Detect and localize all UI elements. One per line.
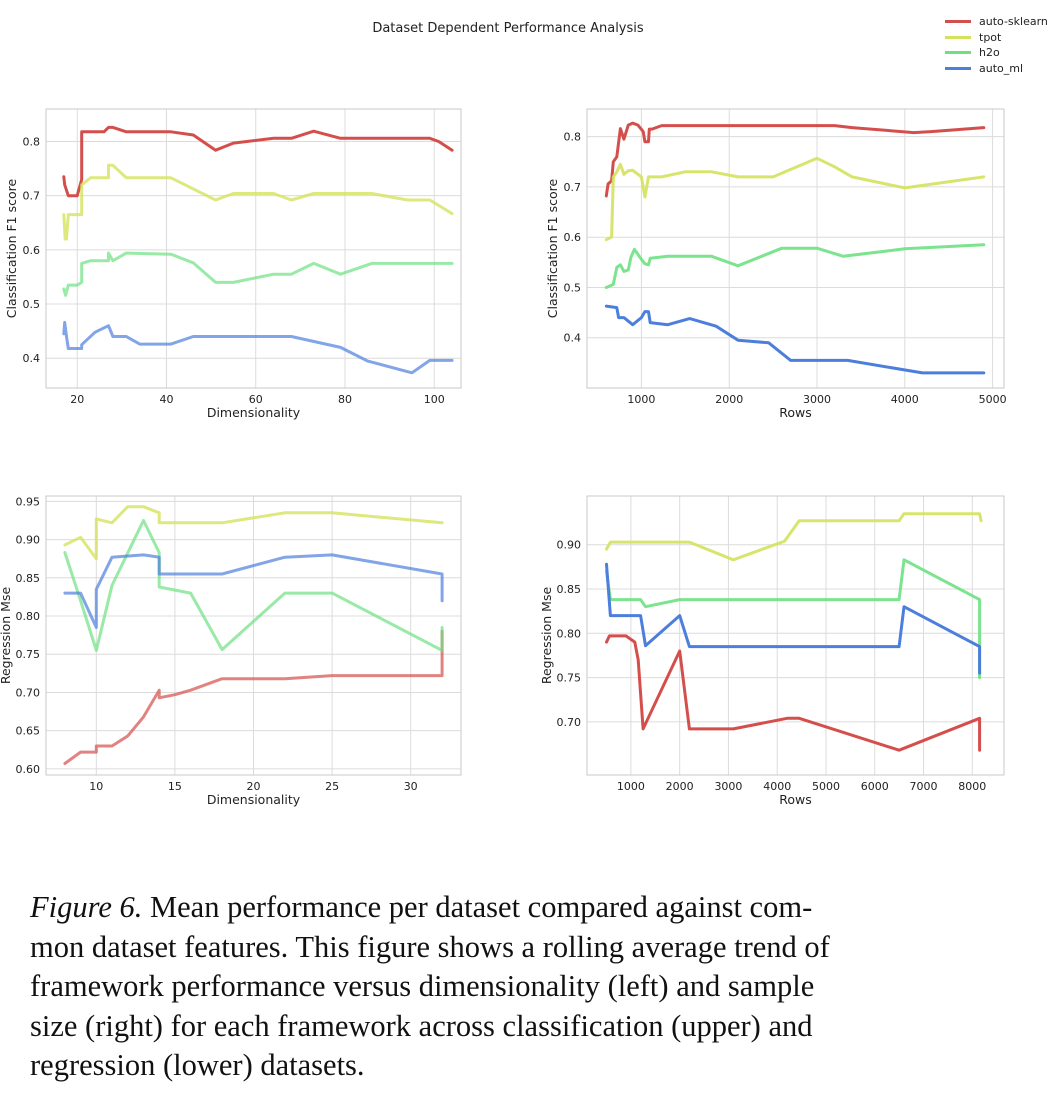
- series-line-auto-ml: [604, 304, 986, 375]
- y-tick-label: 0.75: [557, 672, 582, 685]
- y-tick-label: 0.6: [564, 231, 582, 244]
- x-tick-label: 4000: [891, 393, 919, 406]
- y-tick-label: 0.80: [557, 627, 582, 640]
- y-axis-title: Regression Mse: [539, 587, 554, 685]
- caption-label: Figure 6.: [30, 890, 143, 924]
- x-tick-label: 20: [70, 393, 84, 406]
- legend-label-auto-sklearn: auto-sklearn: [979, 15, 1048, 29]
- legend-swatch-auto-ml: [945, 66, 971, 70]
- series-line-h2o: [604, 243, 986, 289]
- chart-panel-3: 10 15 20 25 30 0.60 0.65 0.70 0.75 0.80 0.85 0.90 0.…: [0, 495, 462, 807]
- series-line-h2o: [63, 519, 444, 652]
- plot-frame: [586, 495, 1005, 776]
- series-line-auto-ml: [62, 320, 454, 375]
- x-axis-title: Dimensionality: [207, 792, 301, 807]
- x-axis-title: Rows: [779, 405, 812, 420]
- series-line-auto-ml: [605, 562, 982, 675]
- series-line-auto-sklearn: [62, 125, 454, 198]
- plot-frame: [586, 108, 1005, 389]
- y-tick-label: 0.70: [557, 716, 582, 729]
- legend-swatch-h2o: [945, 51, 971, 55]
- legend-item-h2o: h2o: [945, 45, 1048, 61]
- y-tick-label: 0.70: [16, 686, 41, 699]
- y-tick-label: 0.65: [16, 725, 41, 738]
- x-tick-label: 2000: [715, 393, 743, 406]
- chart-panel-1: 20 40 60 80 100 0.4 0.5 0.6 0.7 0.8 Dimensionality…: [4, 108, 462, 420]
- y-tick-label: 0.5: [23, 298, 41, 311]
- x-tick-label: 7000: [910, 780, 938, 793]
- y-tick-label: 0.90: [557, 539, 582, 552]
- y-tick-label: 0.4: [23, 352, 41, 365]
- legend: auto-sklearn tpot h2o auto_ml: [945, 14, 1048, 76]
- legend-label-tpot: tpot: [979, 30, 1002, 44]
- y-tick-label: 0.95: [16, 495, 41, 508]
- legend-swatch-auto-sklearn: [945, 20, 971, 24]
- series-line-tpot: [62, 163, 454, 241]
- series-line-tpot: [604, 156, 986, 242]
- y-tick-label: 0.8: [564, 131, 582, 144]
- legend-label-auto-ml: auto_ml: [979, 61, 1024, 75]
- x-tick-label: 25: [325, 780, 339, 793]
- series-line-auto-sklearn: [605, 634, 982, 752]
- x-tick-label: 20: [247, 780, 261, 793]
- x-tick-label: 15: [168, 780, 182, 793]
- y-tick-label: 0.7: [23, 190, 41, 203]
- figure-caption: Figure 6. Mean performance per dataset c…: [30, 888, 995, 1086]
- x-tick-label: 8000: [958, 780, 986, 793]
- x-tick-label: 5000: [812, 780, 840, 793]
- y-tick-label: 0.7: [564, 181, 582, 194]
- x-tick-label: 30: [404, 780, 418, 793]
- y-tick-label: 0.80: [16, 610, 41, 623]
- series-line-h2o: [605, 558, 982, 680]
- x-tick-label: 5000: [979, 393, 1007, 406]
- series-line-tpot: [605, 512, 983, 562]
- legend-label-h2o: h2o: [979, 46, 1000, 60]
- chart-panel-2: 1000 2000 3000 4000 5000 0.4 0.5 0.6 0.7 0.8 Rows C…: [545, 108, 1007, 420]
- x-tick-label: 10: [89, 780, 103, 793]
- x-tick-label: 6000: [861, 780, 889, 793]
- x-tick-label: 60: [249, 393, 263, 406]
- x-tick-label: 3000: [714, 780, 742, 793]
- chart-panel-4: 1000 2000 3000 4000 5000 6000 7000 8000 0.70 0.75…: [539, 495, 1005, 807]
- legend-item-auto-ml: auto_ml: [945, 61, 1048, 77]
- x-tick-label: 1000: [617, 780, 645, 793]
- x-tick-label: 2000: [666, 780, 694, 793]
- x-axis-title: Dimensionality: [207, 405, 301, 420]
- caption-text: Mean performance per dataset compared ag…: [30, 890, 830, 1082]
- figure-title: Dataset Dependent Performance Analysis: [372, 21, 644, 36]
- plot-frame: [45, 108, 462, 389]
- y-tick-label: 0.85: [557, 583, 582, 596]
- series-line-auto-ml: [63, 553, 444, 629]
- series-line-tpot: [63, 505, 444, 561]
- plot-frame: [45, 495, 462, 776]
- y-tick-label: 0.6: [23, 244, 41, 257]
- chart-figure: 20 40 60 80 100 0.4 0.5 0.6 0.7 0.8 Dimensionality…: [0, 108, 1007, 807]
- x-tick-label: 3000: [803, 393, 831, 406]
- plot-area: [46, 109, 461, 388]
- series-line-h2o: [62, 251, 454, 297]
- y-tick-label: 0.4: [564, 332, 582, 345]
- y-tick-label: 0.8: [23, 136, 41, 149]
- y-tick-label: 0.85: [16, 572, 41, 585]
- legend-item-auto-sklearn: auto-sklearn: [945, 14, 1048, 30]
- y-tick-label: 0.60: [16, 763, 41, 776]
- x-tick-label: 40: [159, 393, 173, 406]
- y-tick-label: 0.5: [564, 281, 582, 294]
- y-tick-label: 0.75: [16, 648, 41, 661]
- legend-item-tpot: tpot: [945, 30, 1048, 46]
- y-axis-title: Classification F1 score: [545, 178, 560, 318]
- x-axis-title: Rows: [779, 792, 812, 807]
- x-tick-label: 1000: [627, 393, 655, 406]
- x-tick-label: 80: [338, 393, 352, 406]
- x-tick-label: 100: [424, 393, 445, 406]
- series-line-auto-sklearn: [63, 629, 444, 765]
- series-line-auto-sklearn: [604, 121, 986, 198]
- y-axis-title: Regression Mse: [0, 587, 13, 685]
- legend-swatch-tpot: [945, 35, 971, 39]
- x-tick-label: 4000: [763, 780, 791, 793]
- y-tick-label: 0.90: [16, 534, 41, 547]
- y-axis-title: Classification F1 score: [4, 178, 19, 318]
